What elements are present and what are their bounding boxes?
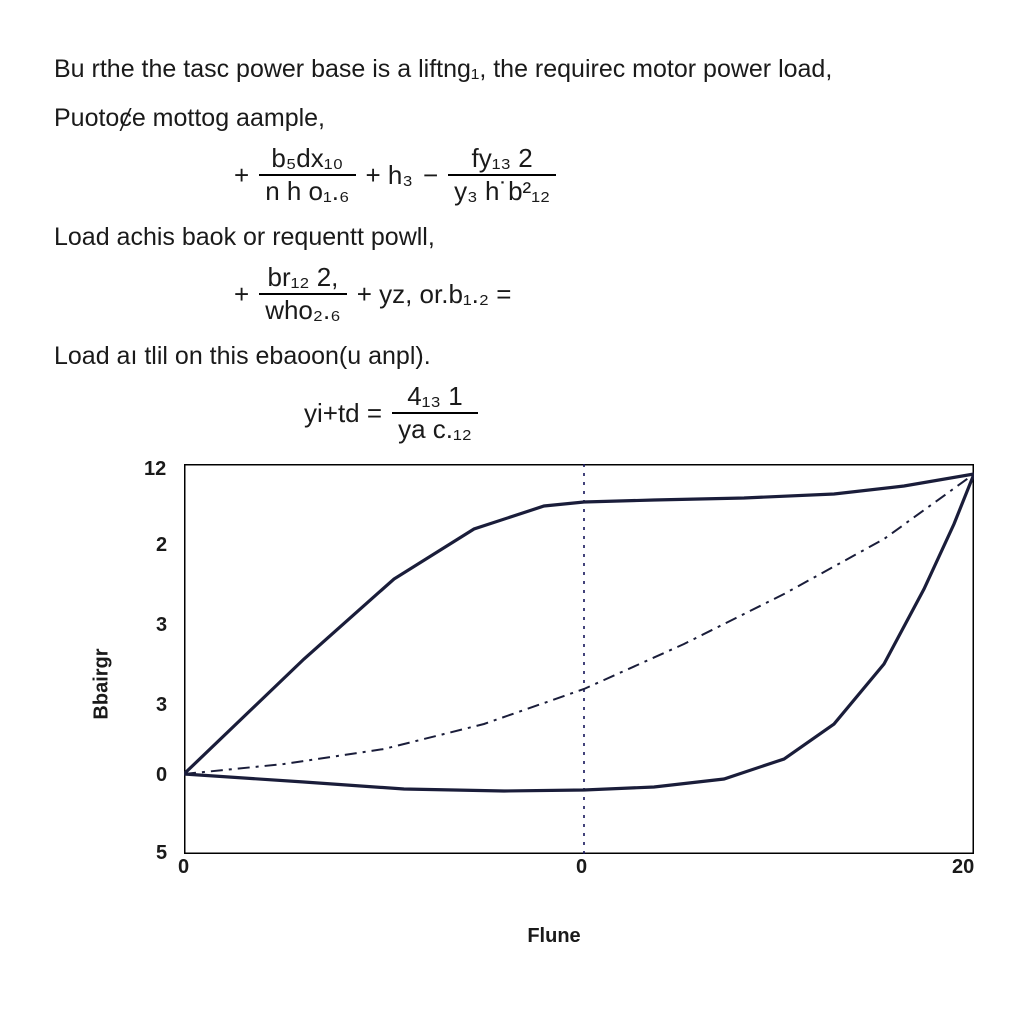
dashed-curve	[184, 474, 974, 774]
equation-3: yi+td = 4₁₃ 1 ya c.₁₂	[54, 383, 970, 444]
chart-svg	[184, 464, 974, 854]
eq3-lhs: yi+td =	[304, 398, 382, 429]
eq2-lead: +	[234, 279, 249, 310]
chart-container: Bbairɡr Flune 12 2 3 3 0 5 0 0 20	[114, 454, 994, 914]
eq1-mid1: + h₃	[366, 160, 413, 191]
eq2-den: who₂.₆	[259, 297, 347, 324]
document-page: Bu rthe the tasc power base is a liftng₁…	[0, 0, 1024, 914]
x-axis-label: Flune	[527, 925, 580, 948]
y-tick-2: 3	[156, 614, 167, 637]
eq3-den: ya c.₁₂	[392, 416, 478, 443]
eq2-frac: br₁₂ 2, who₂.₆	[259, 264, 347, 325]
eq1-frac1: b₅dx₁₀ n h o₁.₆	[259, 145, 355, 206]
eq1-frac2: fy₁₃ 2 y₃ h˙b²₁₂	[448, 145, 556, 206]
paragraph-3: Load achis baok or requentt powll,	[54, 216, 970, 259]
paragraph-4: Load aı tlil on this ebaoon(u anpl).	[54, 335, 970, 378]
x-tick-2: 20	[952, 856, 974, 879]
x-tick-1: 0	[576, 856, 587, 879]
eq1-f1-den: n h o₁.₆	[259, 178, 355, 205]
equation-2: + br₁₂ 2, who₂.₆ + yz, or.b₁.₂ =	[54, 264, 970, 325]
y-tick-4: 0	[156, 764, 167, 787]
eq1-f2-num: fy₁₃ 2	[465, 145, 538, 172]
paragraph-1: Bu rthe the tasc power base is a liftng₁…	[54, 48, 970, 91]
eq1-lead: +	[234, 160, 249, 191]
y-tick-0: 12	[144, 458, 166, 481]
eq2-num: br₁₂ 2,	[261, 264, 344, 291]
upper-curve	[184, 474, 974, 774]
eq1-f1-num: b₅dx₁₀	[265, 145, 349, 172]
lower-curve	[184, 474, 974, 791]
eq3-frac: 4₁₃ 1 ya c.₁₂	[392, 383, 478, 444]
paragraph-2: Puotoȼe mottog aample,	[54, 97, 970, 140]
y-tick-1: 2	[156, 534, 167, 557]
y-tick-3: 3	[156, 694, 167, 717]
y-axis-label: Bbairɡr	[91, 648, 114, 719]
x-tick-0: 0	[178, 856, 189, 879]
eq1-f2-den: y₃ h˙b²₁₂	[448, 178, 556, 205]
eq1-mid2: −	[423, 160, 438, 191]
eq2-tail: + yz, or.b₁.₂ =	[357, 279, 512, 310]
equation-1: + b₅dx₁₀ n h o₁.₆ + h₃ − fy₁₃ 2 y₃ h˙b²₁…	[54, 145, 970, 206]
y-tick-5: 5	[156, 842, 167, 865]
eq3-num: 4₁₃ 1	[401, 383, 469, 410]
